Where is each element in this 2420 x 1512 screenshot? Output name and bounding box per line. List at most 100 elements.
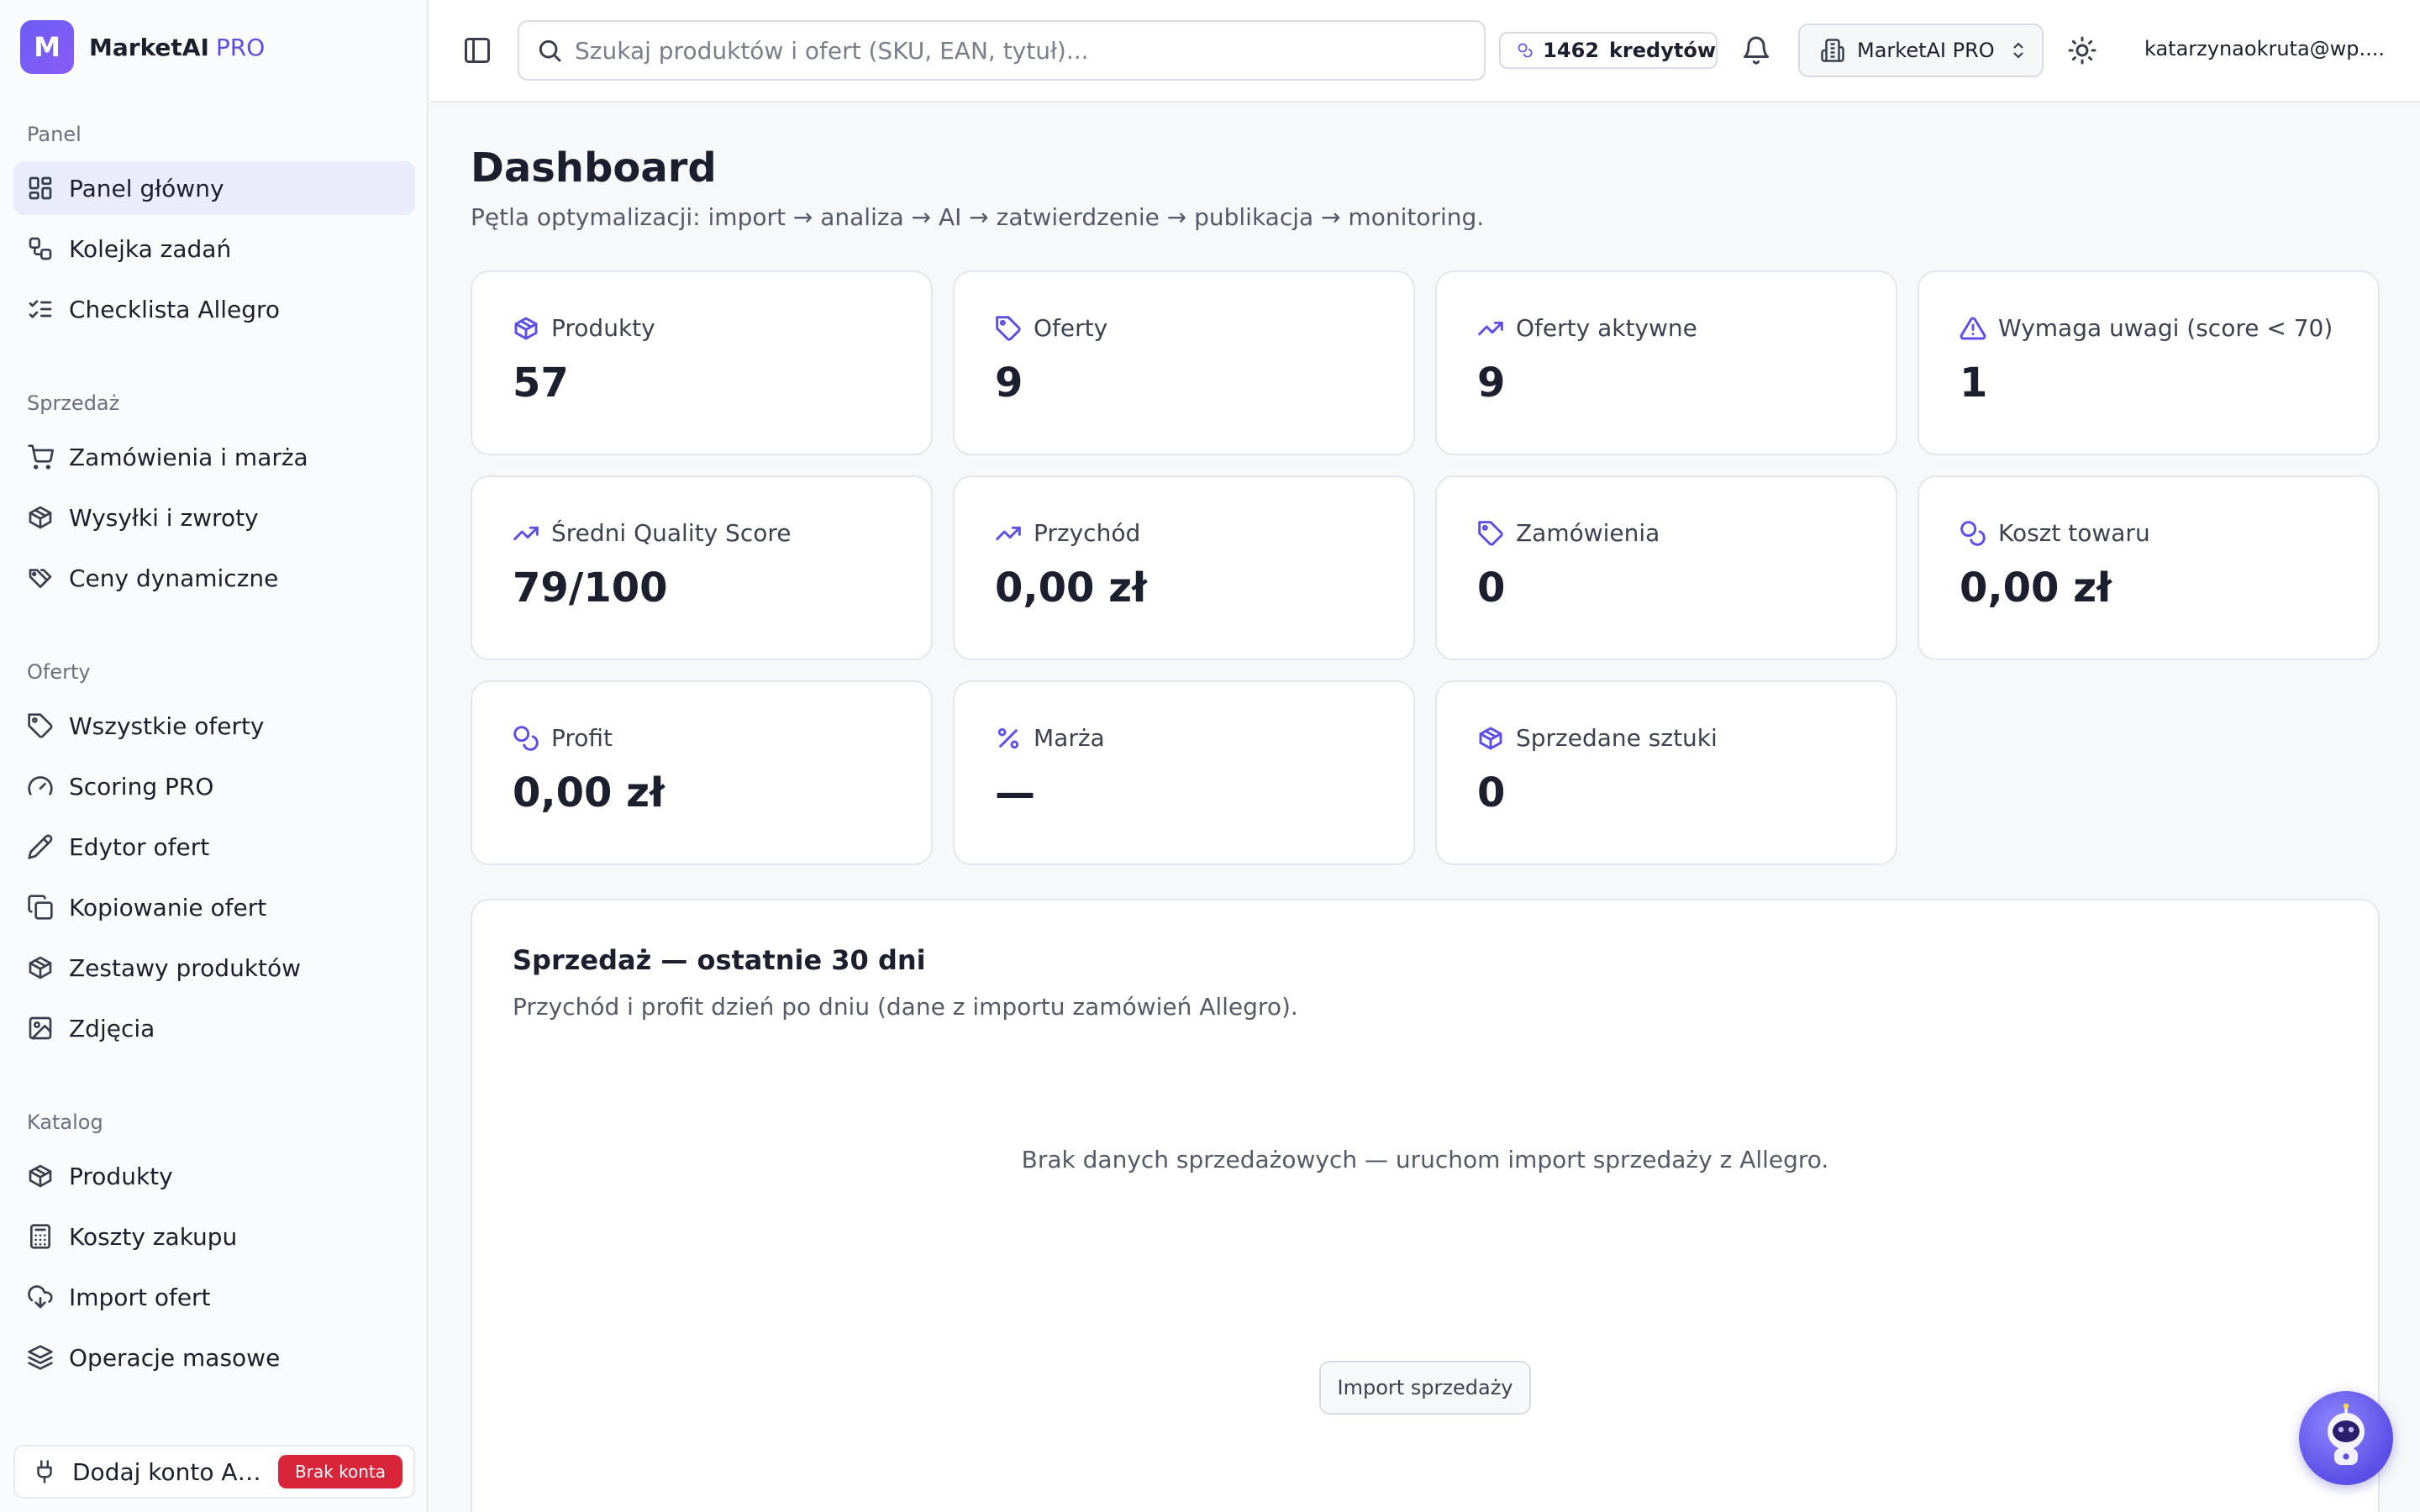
sidebar-item-label: Zamówienia i marża [69,443,308,471]
sidebar-item-kolejka-zadan[interactable]: Kolejka zadań [13,222,415,276]
sidebar-item-ceny-dynamiczne[interactable]: Ceny dynamiczne [13,551,415,605]
cloud-download-icon [28,1285,53,1309]
sidebar-item-zdjecia[interactable]: Zdjęcia [13,1001,415,1055]
stat-card-oferty-aktywne: Oferty aktywne 9 [1435,270,1897,455]
no-account-badge: Brak konta [278,1455,403,1488]
sidebar-item-operacje-masowe[interactable]: Operacje masowe [13,1331,415,1384]
trending-up-icon [513,526,539,540]
credits-count: 1462 [1543,39,1599,62]
sidebar-item-label: Operacje masowe [69,1343,281,1372]
connect-allegro-button[interactable]: Dodaj konto Allegro Brak konta [13,1445,415,1499]
trending-up-icon [1478,321,1503,335]
robot-astronaut-icon [2328,1403,2365,1465]
tag-icon [1478,520,1503,546]
stat-card-oferty: Oferty 9 [953,270,1415,455]
stat-label: Zamówienia [1516,519,1660,547]
sidebar-item-label: Ceny dynamiczne [69,564,279,592]
sidebar-item-import-ofert[interactable]: Import ofert [13,1270,415,1324]
sidebar-item-edytor-ofert[interactable]: Edytor ofert [13,820,415,874]
layout-dashboard-icon [29,176,52,200]
package-icon [29,956,52,979]
tag-icon [996,315,1021,341]
shopping-cart-icon [28,444,54,470]
sales-subtitle: Przychód i profit dzień po dniu (dane z … [513,993,1298,1021]
sidebar: M MarketAI PRO Panel Panel główny Kolejk… [0,0,429,1512]
stat-value: 79/100 [513,564,668,612]
percent-icon [997,727,1019,748]
bell-icon [1744,36,1769,65]
ai-assistant-button[interactable] [2299,1391,2393,1485]
panel-left-icon [465,38,490,63]
import-sales-button[interactable]: Import sprzedaży [1319,1361,1531,1415]
sales-chart-card: Sprzedaż — ostatnie 30 dni Przychód i pr… [471,899,2380,1512]
coins-icon [1518,43,1533,58]
stat-card-produkty: Produkty 57 [471,270,933,455]
sidebar-item-label: Wszystkie oferty [69,711,265,740]
stat-value: 57 [513,360,569,407]
credits-badge[interactable]: 1462 kredytów [1499,32,1718,69]
page-subtitle: Pętla optymalizacji: import → analiza → … [471,203,1485,231]
search-icon [539,39,561,62]
sidebar-item-label: Kolejka zadań [69,234,232,263]
main-content: Dashboard Pętla optymalizacji: import → … [430,102,2420,1512]
stat-value: 0,00 zł [1960,564,2112,612]
stat-value: 0 [1477,769,1506,816]
pencil-icon [28,834,53,859]
sidebar-item-label: Zestawy produktów [69,953,302,982]
layers-icon [28,1345,53,1370]
sidebar-item-zestawy-produktow[interactable]: Zestawy produktów [13,941,415,995]
sidebar-item-panel-glowny[interactable]: Panel główny [13,161,415,215]
image-icon [29,1016,52,1040]
copy-icon [28,895,53,920]
sidebar-toggle-button[interactable] [462,35,492,66]
stat-label: Wymaga uwagi (score < 70) [1998,314,2333,342]
stat-label: Przychód [1034,519,1141,547]
sidebar-item-wszystkie-oferty[interactable]: Wszystkie oferty [13,699,415,753]
stat-card-przychod: Przychód 0,00 zł [953,475,1415,660]
search-box[interactable] [518,20,1486,81]
stat-label: Średni Quality Score [551,519,792,547]
section-label-oferty: Oferty [27,660,91,684]
stat-label: Marża [1034,724,1105,752]
stat-value: 9 [1477,360,1506,407]
sidebar-item-zamowienia-i-marza[interactable]: Zamówienia i marża [13,430,415,484]
sidebar-item-koszty-zakupu[interactable]: Koszty zakupu [13,1210,415,1263]
stat-value: 0,00 zł [513,769,665,816]
sidebar-item-wysylki-i-zwroty[interactable]: Wysyłki i zwroty [13,491,415,544]
stat-card-marza: Marża — [953,680,1415,865]
sidebar-item-produkty[interactable]: Produkty [13,1149,415,1203]
search-input[interactable] [575,36,1465,65]
gauge-icon [28,776,53,795]
stat-label: Oferty [1034,314,1108,342]
brand-logo: M [20,20,74,74]
package-icon [29,1164,52,1188]
stat-value: — [995,769,1035,816]
coins-icon [513,725,539,751]
stat-card-sprzedane-sztuki: Sprzedane sztuki 0 [1435,680,1897,865]
trending-up-icon [996,526,1021,540]
notifications-button[interactable] [1741,35,1771,66]
building-icon [1821,39,1844,62]
sales-empty-state: Brak danych sprzedażowych — uruchom impo… [1021,1146,1829,1173]
section-label-katalog: Katalog [27,1110,103,1134]
sidebar-item-label: Import ofert [69,1283,211,1311]
section-label-panel: Panel [27,123,82,146]
brand[interactable]: M MarketAI PRO [20,20,265,74]
workflow-icon [29,237,52,260]
stat-label: Produkty [551,314,655,342]
sidebar-item-checklista-allegro[interactable]: Checklista Allegro [13,282,415,336]
stat-value: 9 [995,360,1023,407]
sidebar-item-scoring-pro[interactable]: Scoring PRO [13,759,415,813]
section-label-sprzedaz: Sprzedaż [27,391,120,415]
stat-card-koszt-towaru: Koszt towaru 0,00 zł [1918,475,2380,660]
sun-icon [2068,36,2096,65]
topbar: 1462 kredytów MarketAI PRO katarzynaokru… [430,0,2420,102]
sidebar-item-kopiowanie-ofert[interactable]: Kopiowanie ofert [13,880,415,934]
workspace-switcher[interactable]: MarketAI PRO [1798,24,2044,77]
stat-label: Oferty aktywne [1516,314,1697,342]
user-email[interactable]: katarzynaokruta@wp.... [2144,37,2386,60]
theme-toggle-button[interactable] [2067,35,2097,66]
brand-name: MarketAI [89,33,209,61]
sales-title: Sprzedaż — ostatnie 30 dni [513,944,926,976]
sidebar-item-label: Koszty zakupu [69,1222,238,1251]
